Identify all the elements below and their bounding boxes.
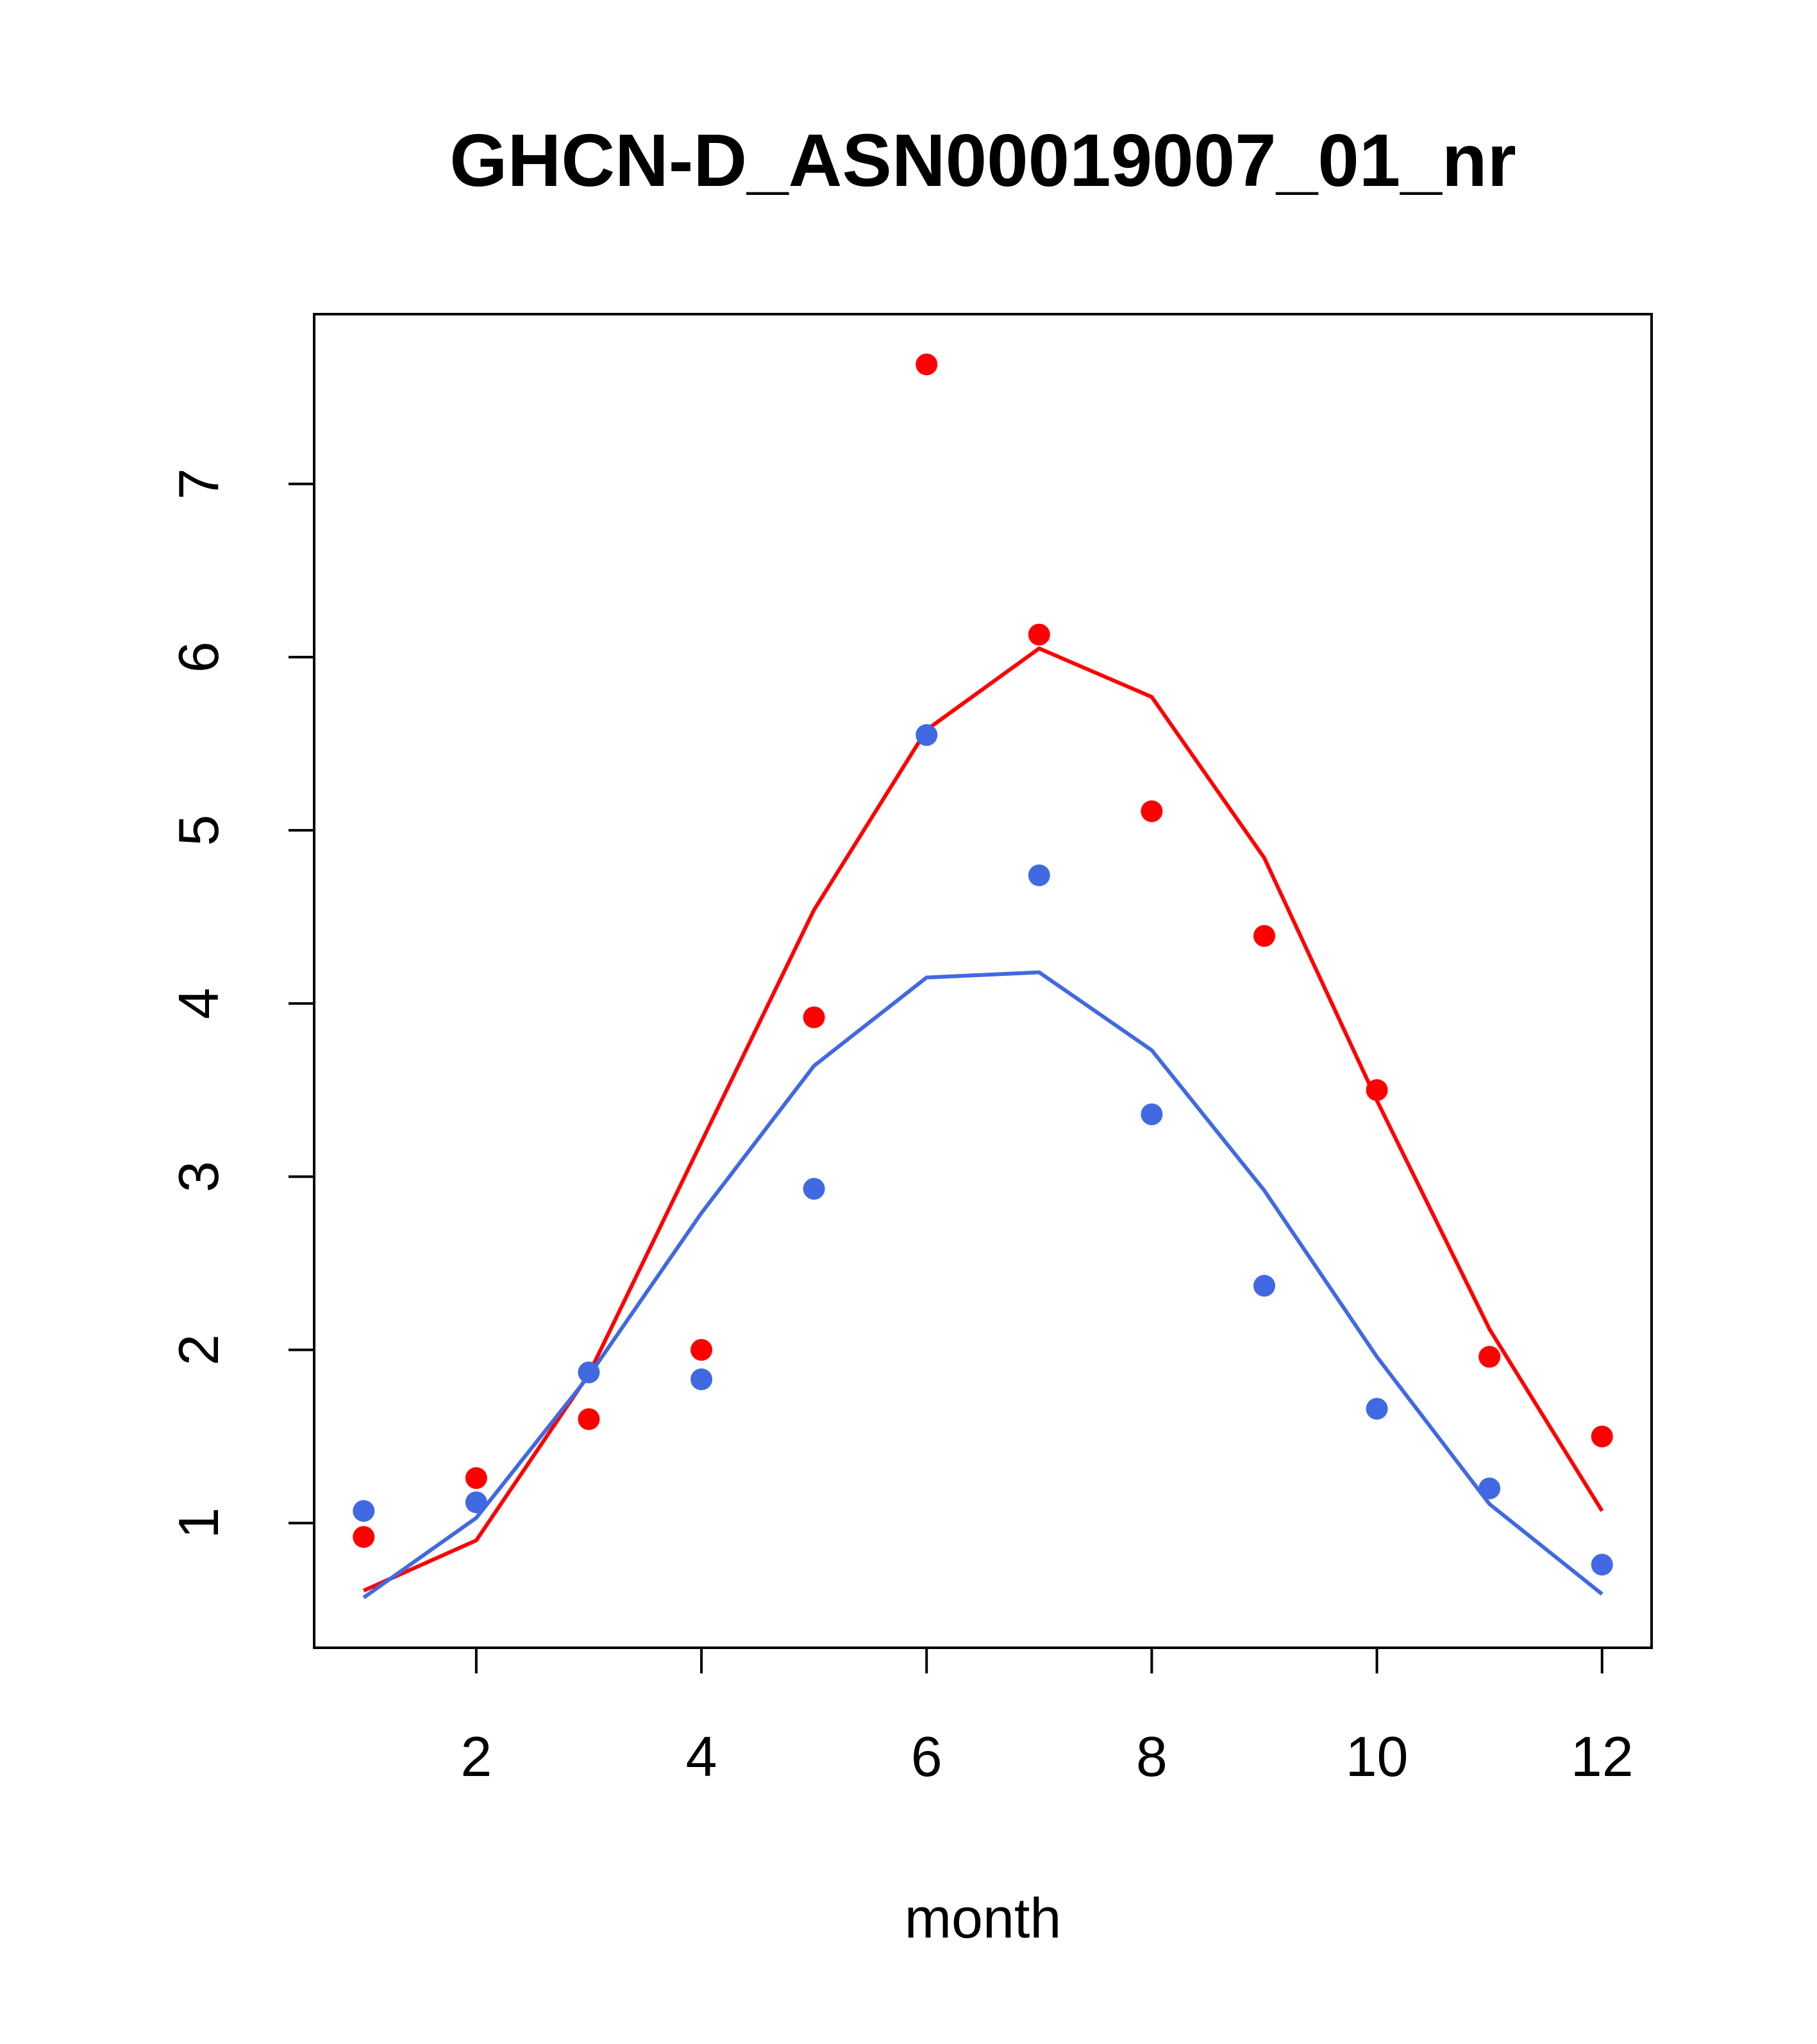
plot-frame bbox=[313, 313, 1653, 1649]
series-1 bbox=[363, 646, 1604, 1593]
y-tick-label: 4 bbox=[167, 988, 230, 1019]
series-layer bbox=[353, 353, 1613, 1600]
series-2-point bbox=[465, 1491, 487, 1514]
x-tick-label: 2 bbox=[460, 1725, 492, 1788]
x-axis-title: month bbox=[905, 1886, 1062, 1950]
series-2-point bbox=[1141, 1103, 1163, 1125]
series-2-point bbox=[803, 1178, 825, 1200]
series-2-point bbox=[1366, 1398, 1388, 1420]
series-1-line bbox=[363, 646, 1604, 1593]
series-2-point bbox=[578, 1361, 600, 1384]
y-tick-label: 3 bbox=[167, 1161, 230, 1193]
series-1-point bbox=[465, 1467, 487, 1489]
series-1-points bbox=[353, 353, 1613, 1548]
series-1-point bbox=[1591, 1425, 1613, 1448]
series-2-line bbox=[362, 970, 1603, 1600]
series-2-point bbox=[1591, 1554, 1613, 1576]
y-tick-label: 7 bbox=[167, 468, 230, 499]
x-tick-label: 12 bbox=[1571, 1725, 1634, 1788]
x-axis: 2 4 6 8 10 12 bbox=[460, 1646, 1634, 1788]
series-1-point bbox=[1366, 1079, 1388, 1102]
series-1-point bbox=[1141, 800, 1163, 823]
series-2-point bbox=[1253, 1275, 1275, 1297]
series-1-point bbox=[1253, 925, 1275, 947]
y-axis: 1 2 3 4 5 6 7 bbox=[167, 468, 315, 1539]
series-2-point bbox=[1028, 864, 1050, 887]
y-tick-label: 5 bbox=[167, 815, 230, 846]
series-1-point bbox=[1028, 623, 1050, 646]
series-1-point bbox=[353, 1526, 375, 1548]
x-tick-label: 4 bbox=[686, 1725, 717, 1788]
series-2-point bbox=[1478, 1477, 1501, 1500]
x-tick-label: 6 bbox=[911, 1725, 942, 1788]
y-tick-label: 1 bbox=[167, 1507, 230, 1539]
y-tick-label: 2 bbox=[167, 1334, 230, 1366]
series-2-point bbox=[353, 1500, 375, 1522]
series-2-point bbox=[916, 724, 938, 746]
y-tick-label: 6 bbox=[167, 641, 230, 673]
x-tick-label: 8 bbox=[1136, 1725, 1168, 1788]
series-1-point bbox=[578, 1408, 600, 1430]
series-1-point bbox=[1478, 1346, 1501, 1368]
series-1-point bbox=[803, 1006, 825, 1028]
x-tick-label: 10 bbox=[1346, 1725, 1409, 1788]
chart-title: GHCN-D_ASN00019007_01_nr bbox=[449, 119, 1516, 202]
series-2-points bbox=[353, 724, 1613, 1576]
series-2 bbox=[362, 970, 1603, 1600]
series-2-point bbox=[691, 1368, 713, 1391]
series-1-point bbox=[691, 1339, 713, 1361]
series-1-point bbox=[916, 353, 938, 376]
